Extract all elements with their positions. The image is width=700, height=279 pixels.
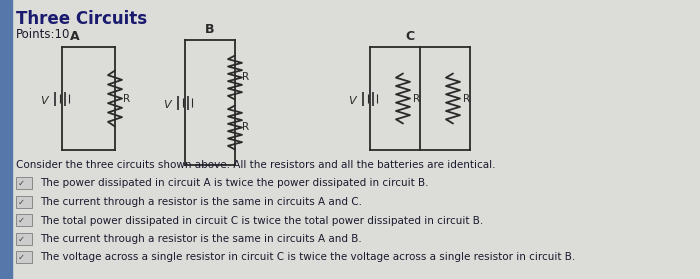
Text: R: R — [242, 73, 249, 83]
Text: R: R — [463, 93, 470, 104]
Text: The current through a resistor is the same in circuits A and B.: The current through a resistor is the sa… — [40, 234, 362, 244]
Text: ✓: ✓ — [18, 198, 25, 206]
Text: V: V — [40, 95, 48, 105]
Bar — [16, 177, 32, 189]
Bar — [16, 251, 32, 263]
Text: ✓: ✓ — [18, 216, 25, 225]
Text: Consider the three circuits shown above. All the resistors and all the batteries: Consider the three circuits shown above.… — [16, 160, 496, 170]
Bar — [0, 0, 12, 279]
Text: R: R — [413, 93, 420, 104]
Text: R: R — [242, 122, 249, 133]
Text: A: A — [70, 30, 80, 43]
Text: ✓: ✓ — [18, 235, 25, 244]
Text: The current through a resistor is the same in circuits A and C.: The current through a resistor is the sa… — [40, 197, 362, 207]
Text: C: C — [405, 30, 414, 43]
Text: R: R — [123, 93, 130, 104]
Text: Points:10: Points:10 — [16, 28, 71, 41]
Text: V: V — [163, 100, 171, 109]
Text: ✓: ✓ — [18, 253, 25, 262]
Text: V: V — [348, 95, 356, 105]
Bar — [16, 232, 32, 244]
Text: The voltage across a single resistor in circuit C is twice the voltage across a : The voltage across a single resistor in … — [40, 252, 575, 263]
Bar — [16, 196, 32, 208]
Text: The total power dissipated in circuit C is twice the total power dissipated in c: The total power dissipated in circuit C … — [40, 215, 483, 225]
Bar — [16, 214, 32, 226]
Text: The power dissipated in circuit A is twice the power dissipated in circuit B.: The power dissipated in circuit A is twi… — [40, 179, 428, 189]
Text: ✓: ✓ — [18, 179, 25, 188]
Text: Three Circuits: Three Circuits — [16, 10, 147, 28]
Text: B: B — [205, 23, 215, 36]
